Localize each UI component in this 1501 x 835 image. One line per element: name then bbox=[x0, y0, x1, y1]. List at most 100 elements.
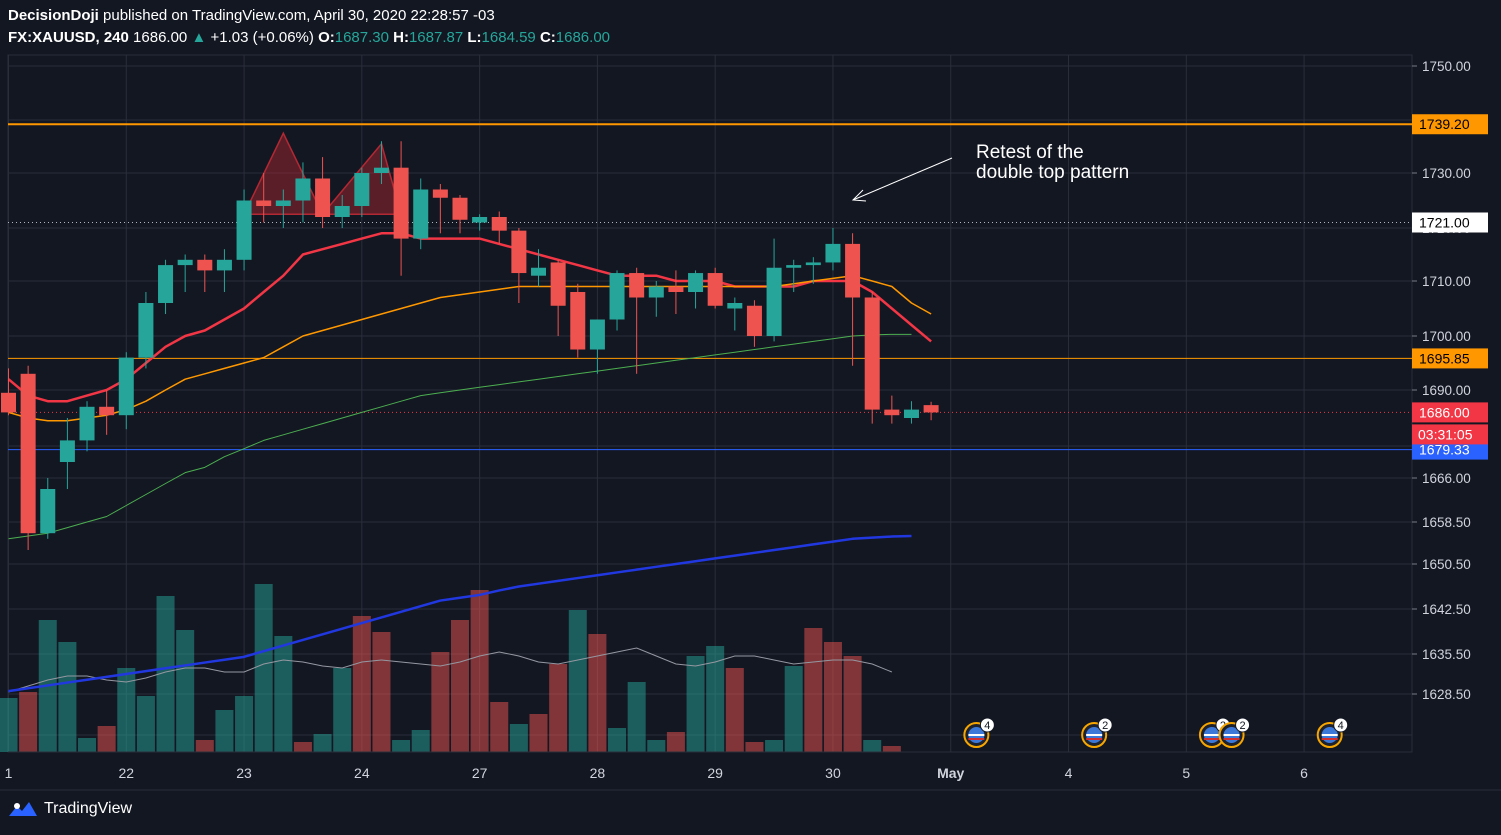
volume-bar bbox=[352, 616, 371, 752]
volume-bar bbox=[882, 746, 901, 752]
candle-body bbox=[766, 267, 782, 336]
candle bbox=[825, 228, 841, 271]
time-tick-label: 22 bbox=[118, 765, 134, 781]
price-tick-label: 1750.00 bbox=[1422, 59, 1471, 74]
time-tick-label: 5 bbox=[1182, 765, 1190, 781]
candle bbox=[373, 141, 389, 184]
volume-bar bbox=[490, 702, 509, 752]
volume-bar bbox=[823, 642, 842, 752]
candle-body bbox=[884, 409, 900, 416]
candle bbox=[138, 292, 154, 369]
candle bbox=[511, 228, 527, 303]
candle-body bbox=[688, 273, 704, 292]
author-name[interactable]: DecisionDoji bbox=[8, 7, 99, 24]
candle-body bbox=[20, 373, 36, 534]
candle-body bbox=[158, 265, 174, 303]
volume-bar bbox=[627, 682, 646, 752]
time-tick-label: 6 bbox=[1300, 765, 1308, 781]
candle bbox=[315, 157, 331, 228]
candle bbox=[118, 352, 134, 430]
us-flag-stripe bbox=[1321, 738, 1338, 740]
price-tick-label: 1710.00 bbox=[1422, 274, 1471, 289]
economic-event-badge[interactable]: 2 bbox=[1081, 717, 1113, 748]
annotation-text: Retest of the bbox=[976, 142, 1084, 163]
volume-bar bbox=[470, 590, 489, 752]
volume-bar bbox=[293, 742, 312, 752]
volume-bar bbox=[254, 584, 273, 752]
economic-event-badge[interactable]: 4 bbox=[963, 717, 995, 748]
candle bbox=[491, 211, 507, 244]
candle-body bbox=[373, 167, 389, 173]
time-tick-label: 27 bbox=[472, 765, 488, 781]
candle bbox=[40, 478, 56, 539]
candle-body bbox=[1, 392, 16, 413]
candle-body bbox=[315, 178, 331, 217]
us-flag-stripe bbox=[1203, 738, 1220, 740]
economic-event-badge[interactable]: 2 bbox=[1218, 717, 1251, 748]
event-count-label: 4 bbox=[984, 720, 990, 732]
volume-bar bbox=[608, 728, 627, 752]
brand-name[interactable]: TradingView bbox=[44, 800, 133, 817]
price-tick-label: 1658.50 bbox=[1422, 515, 1471, 530]
volume-bar bbox=[215, 710, 234, 752]
volume-bar bbox=[195, 740, 214, 752]
moving-average-line bbox=[8, 534, 912, 693]
event-count-label: 4 bbox=[1338, 720, 1344, 732]
candle-body bbox=[923, 405, 939, 413]
price-level-label: 1686.00 bbox=[1419, 404, 1470, 420]
volume-bar bbox=[78, 738, 97, 752]
volume-bar bbox=[509, 724, 528, 752]
tradingview-logo-icon[interactable] bbox=[8, 800, 38, 818]
open-label: O: bbox=[318, 29, 335, 46]
close-label: C: bbox=[539, 29, 556, 46]
candle-body bbox=[59, 440, 75, 462]
candle bbox=[727, 297, 743, 331]
candle bbox=[256, 173, 272, 223]
candle bbox=[216, 249, 232, 292]
time-tick-label: 24 bbox=[354, 765, 370, 781]
candle-body bbox=[491, 217, 507, 231]
volume-bar bbox=[549, 664, 568, 752]
candle-body bbox=[40, 489, 56, 534]
price-level-label-bg bbox=[1412, 212, 1488, 233]
economic-event-badge[interactable]: 4 bbox=[1316, 717, 1349, 748]
candle-body bbox=[648, 286, 664, 298]
moving-average-line bbox=[8, 333, 912, 540]
price-change: +1.03 (+0.06%) bbox=[210, 29, 314, 46]
time-tick-label: 30 bbox=[825, 765, 841, 781]
symbol-label[interactable]: FX:XAUUSD, 240 bbox=[8, 29, 129, 46]
price-level-label: 1721.00 bbox=[1419, 215, 1470, 231]
volume-bar bbox=[97, 726, 116, 752]
candle-body bbox=[354, 173, 370, 206]
candle-body bbox=[825, 243, 841, 263]
candle bbox=[707, 267, 723, 309]
us-flag-stripe bbox=[1086, 738, 1103, 740]
volume-bar bbox=[136, 696, 155, 752]
price-tick-label: 1642.50 bbox=[1422, 602, 1471, 617]
event-count-bubble bbox=[1097, 717, 1113, 733]
volume-bar bbox=[333, 668, 352, 752]
candle bbox=[589, 319, 605, 374]
price-level-label-bg bbox=[1412, 402, 1488, 423]
time-tick-label: 23 bbox=[236, 765, 252, 781]
volume-bar bbox=[529, 714, 548, 752]
candle-body bbox=[629, 273, 645, 298]
candle bbox=[609, 270, 625, 331]
candle bbox=[99, 390, 115, 435]
candle bbox=[393, 141, 409, 276]
low-value: 1684.59 bbox=[481, 29, 536, 46]
volume-bar bbox=[686, 656, 705, 752]
candle-body bbox=[845, 243, 861, 298]
event-count-label: 2 bbox=[1102, 720, 1108, 732]
price-tick-label: 1690.00 bbox=[1422, 383, 1471, 398]
close-value: 1686.00 bbox=[555, 29, 611, 46]
candle bbox=[884, 395, 900, 424]
high-label: H: bbox=[393, 29, 409, 46]
candle-body bbox=[197, 259, 213, 271]
us-flag-stripe bbox=[1203, 734, 1220, 736]
candle bbox=[472, 214, 488, 231]
candle bbox=[805, 257, 821, 284]
candle-body bbox=[413, 189, 429, 239]
candle-body bbox=[570, 292, 586, 350]
